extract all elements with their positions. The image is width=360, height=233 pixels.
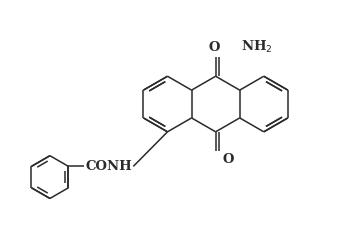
Text: CONH: CONH (85, 160, 132, 173)
Text: O: O (208, 41, 220, 54)
Text: O: O (222, 153, 234, 166)
Text: NH$_2$: NH$_2$ (241, 39, 273, 55)
